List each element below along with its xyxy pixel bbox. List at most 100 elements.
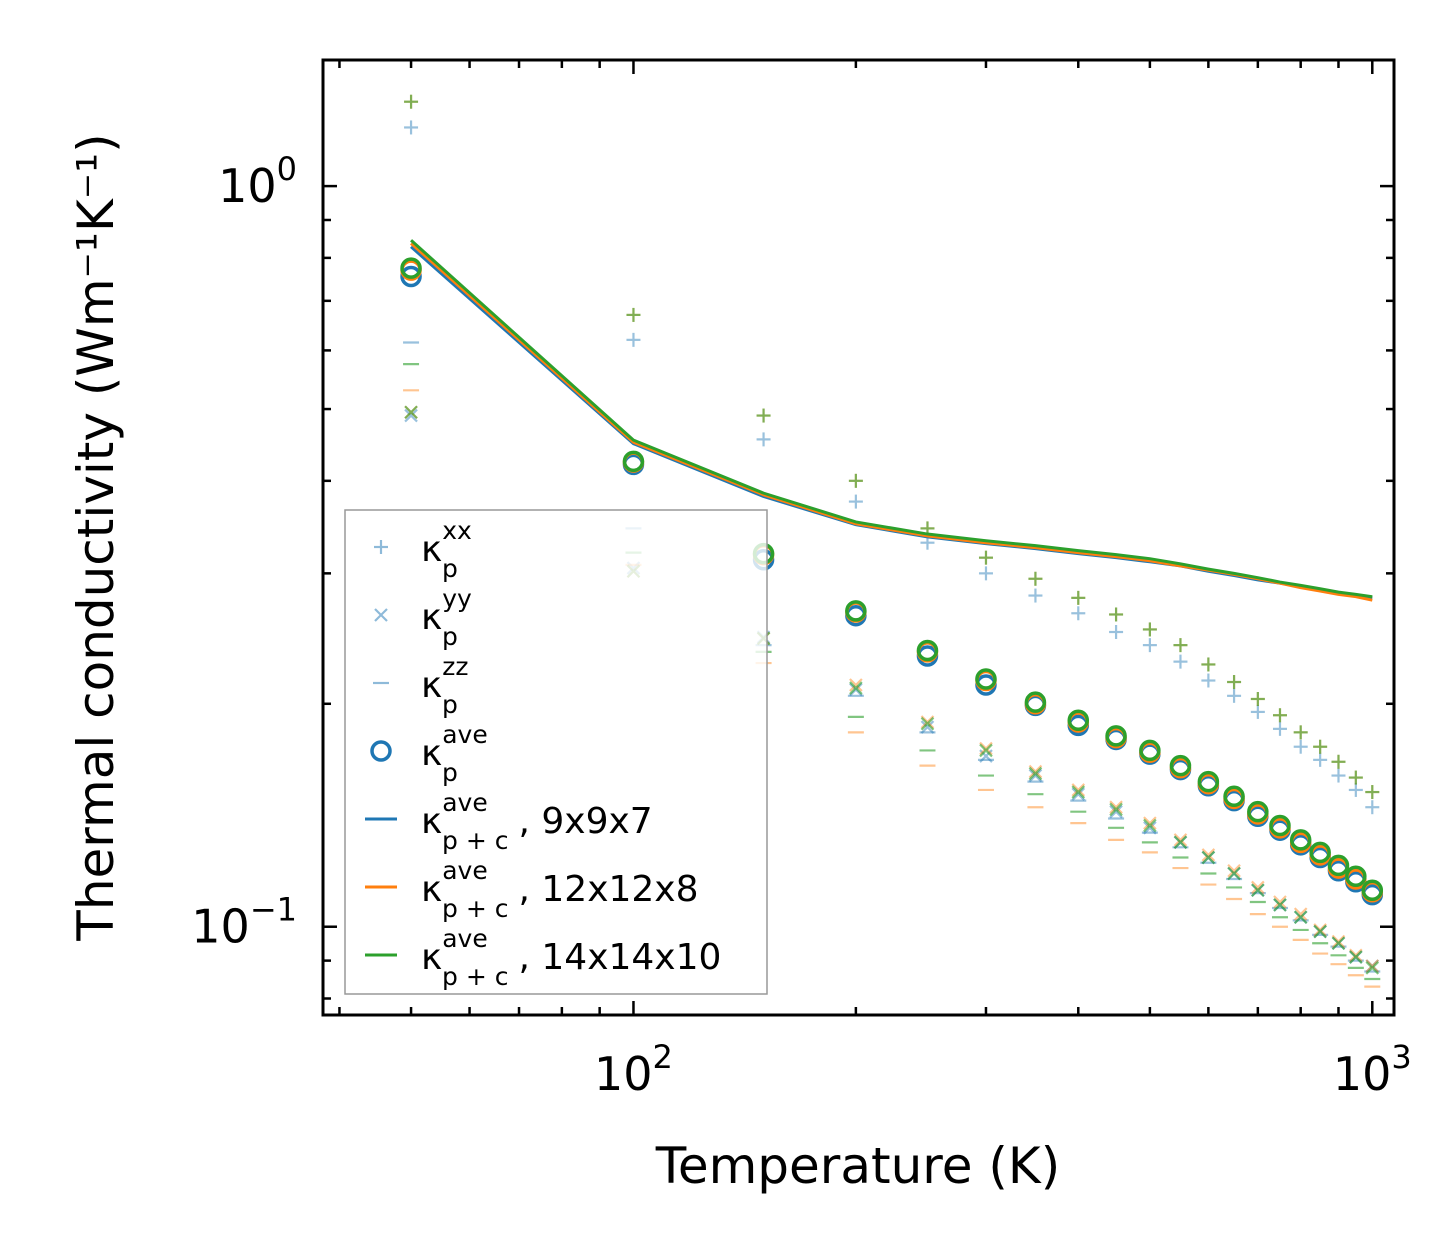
kappa-xx-point-14x14x10 <box>404 94 419 109</box>
legend-marker-cross <box>374 608 388 622</box>
kappa-xx-point-9x9x7 <box>848 494 863 509</box>
kappa-yy-point-14x14x10 <box>1251 883 1265 898</box>
kappa-ave-point-14x14x10 <box>1024 691 1047 713</box>
kappa-xx-point-14x14x10 <box>1331 754 1346 769</box>
kappa-yy-point-12x12x8 <box>1365 959 1380 973</box>
tick-labels: 102 103 100 10−1 <box>191 150 1411 1101</box>
x-tick-label: 102 <box>594 1038 673 1101</box>
kappa-xx-point-14x14x10 <box>848 473 863 488</box>
kappa-yy-point-9x9x7 <box>920 720 935 734</box>
kappa-yy-point-12x12x8 <box>1071 783 1086 797</box>
kappa-ave-point-14x14x10 <box>1105 725 1127 747</box>
legend-label: κave p + c, 12x12x8 <box>421 856 699 923</box>
legend-item: κyy p <box>374 584 472 651</box>
kappa-yy-point-14x14x10 <box>1071 785 1086 799</box>
kappa-xx-point-14x14x10 <box>1071 590 1086 605</box>
legend-label: κave p + c, 14x14x10 <box>421 924 721 991</box>
kappa-xx-point-14x14x10 <box>1348 770 1363 785</box>
kappa-yy-point-9x9x7 <box>404 408 418 423</box>
kappa-yy-point-14x14x10 <box>1331 936 1346 951</box>
kappa-yy-point-14x14x10 <box>404 405 418 420</box>
kappa-ave-point-14x14x10 <box>400 257 422 279</box>
kappa-xx-point-9x9x7 <box>1348 782 1363 797</box>
legend-item: κzz p <box>373 652 468 719</box>
kappa-ave-point-14x14x10 <box>622 450 645 473</box>
kappa-ave-point-14x14x10 <box>1169 754 1192 777</box>
kappa-xx-point-14x14x10 <box>626 307 641 322</box>
kappa-xx-point-9x9x7 <box>1365 800 1380 815</box>
kappa-ave-point-14x14x10 <box>1223 785 1245 808</box>
legend-marker-plus <box>374 540 388 554</box>
kappa-yy-point-12x12x8 <box>1227 863 1241 878</box>
kappa-xx-point-9x9x7 <box>1071 606 1086 621</box>
kappa-xx-point-9x9x7 <box>1173 654 1188 669</box>
kappa-yy-point-12x12x8 <box>1109 800 1123 814</box>
kappa-yy-point-14x14x10 <box>1293 910 1308 924</box>
kappa-ave-point-14x14x10 <box>1269 814 1291 837</box>
legend-box <box>344 509 768 995</box>
kappa-xx-point-14x14x10 <box>1173 638 1188 653</box>
kappa-ave-point-14x14x10 <box>916 639 939 662</box>
legend-item: κave p + c, 9x9x7 <box>365 788 653 855</box>
kappa-yy-point-12x12x8 <box>1331 934 1346 949</box>
kappa-yy-point-14x14x10 <box>979 743 993 758</box>
kappa-yy-point-9x9x7 <box>979 749 993 763</box>
x-axis-label: Temperature (K) <box>655 1137 1060 1195</box>
kappa-xx-point-14x14x10 <box>1293 725 1308 740</box>
kappa-yy-point-12x12x8 <box>1273 895 1287 909</box>
kappa-xx-point-9x9x7 <box>1313 752 1328 767</box>
kappa-ave-point-14x14x10 <box>975 668 997 690</box>
kappa-yy-point-14x14x10 <box>849 681 863 695</box>
kappa-xx-point-14x14x10 <box>1227 675 1242 690</box>
kappa-ave-point-14x14x10 <box>1289 829 1312 851</box>
kappa-yy-point-12x12x8 <box>979 741 993 756</box>
kappa-yy-point-12x12x8 <box>1293 907 1308 921</box>
kappa-xx-point-14x14x10 <box>1201 657 1216 672</box>
kappa-xx-point-9x9x7 <box>1293 739 1308 754</box>
kappa-xx-point-14x14x10 <box>1142 622 1157 637</box>
kappa-xx-point-9x9x7 <box>1227 688 1242 703</box>
kappa-xx-point-14x14x10 <box>978 550 993 565</box>
legend-item: κave p + c, 12x12x8 <box>365 856 699 923</box>
y-tick-label: 100 <box>218 150 297 213</box>
kappa-yy-point-9x9x7 <box>1143 821 1157 835</box>
kappa-ave-point-14x14x10 <box>1067 709 1090 732</box>
kappa-xx-point-14x14x10 <box>1365 785 1380 800</box>
kappa-xx-point-9x9x7 <box>978 566 993 581</box>
kappa-yy-point-9x9x7 <box>1028 768 1043 783</box>
kappa-yy-point-14x14x10 <box>1273 898 1287 912</box>
kappa-xx-point-9x9x7 <box>1109 625 1124 640</box>
kappa-yy-point-14x14x10 <box>1143 818 1157 833</box>
kappa-yy-point-14x14x10 <box>1201 850 1216 865</box>
kappa-xx-point-9x9x7 <box>626 332 641 347</box>
kappa-xx-point-14x14x10 <box>1250 691 1265 706</box>
kappa-yy-point-9x9x7 <box>1071 787 1086 801</box>
kappa-yy-point-12x12x8 <box>1173 833 1188 847</box>
kappa-xx-point-14x14x10 <box>1313 739 1328 754</box>
kappa-ave-point-14x14x10 <box>1197 770 1220 793</box>
x-tick-label: 103 <box>1333 1038 1412 1101</box>
kappa-xx-point-9x9x7 <box>404 120 419 135</box>
kappa-xx-point-9x9x7 <box>1272 721 1287 736</box>
y-tick-label: 10−1 <box>191 891 297 954</box>
kappa-yy-point-12x12x8 <box>1028 764 1043 779</box>
kappa-xx-point-9x9x7 <box>1250 704 1265 719</box>
kappa-yy-point-14x14x10 <box>1349 950 1363 964</box>
legend-item: κxx p <box>374 516 472 583</box>
kappa-ave-point-14x14x10 <box>1247 800 1269 823</box>
kappa-xx-point-9x9x7 <box>1201 673 1216 688</box>
legend-item: κave p <box>370 720 488 787</box>
legend-item: κave p + c, 14x14x10 <box>365 924 721 991</box>
plot-frame <box>321 58 1396 1017</box>
kappa-yy-point-14x14x10 <box>1173 835 1188 850</box>
kappa-ave-point-9x9x7 <box>400 265 422 288</box>
legend-label: κyy p <box>421 584 472 651</box>
kappa-xx-point-9x9x7 <box>1142 638 1157 653</box>
kappa-ave-point-14x14x10 <box>1327 854 1350 877</box>
kappa-xx-point-14x14x10 <box>1272 708 1287 723</box>
kappa-yy-point-12x12x8 <box>1313 923 1327 937</box>
kappa-yy-point-14x14x10 <box>1365 961 1380 975</box>
kappa-yy-point-14x14x10 <box>1028 766 1043 781</box>
